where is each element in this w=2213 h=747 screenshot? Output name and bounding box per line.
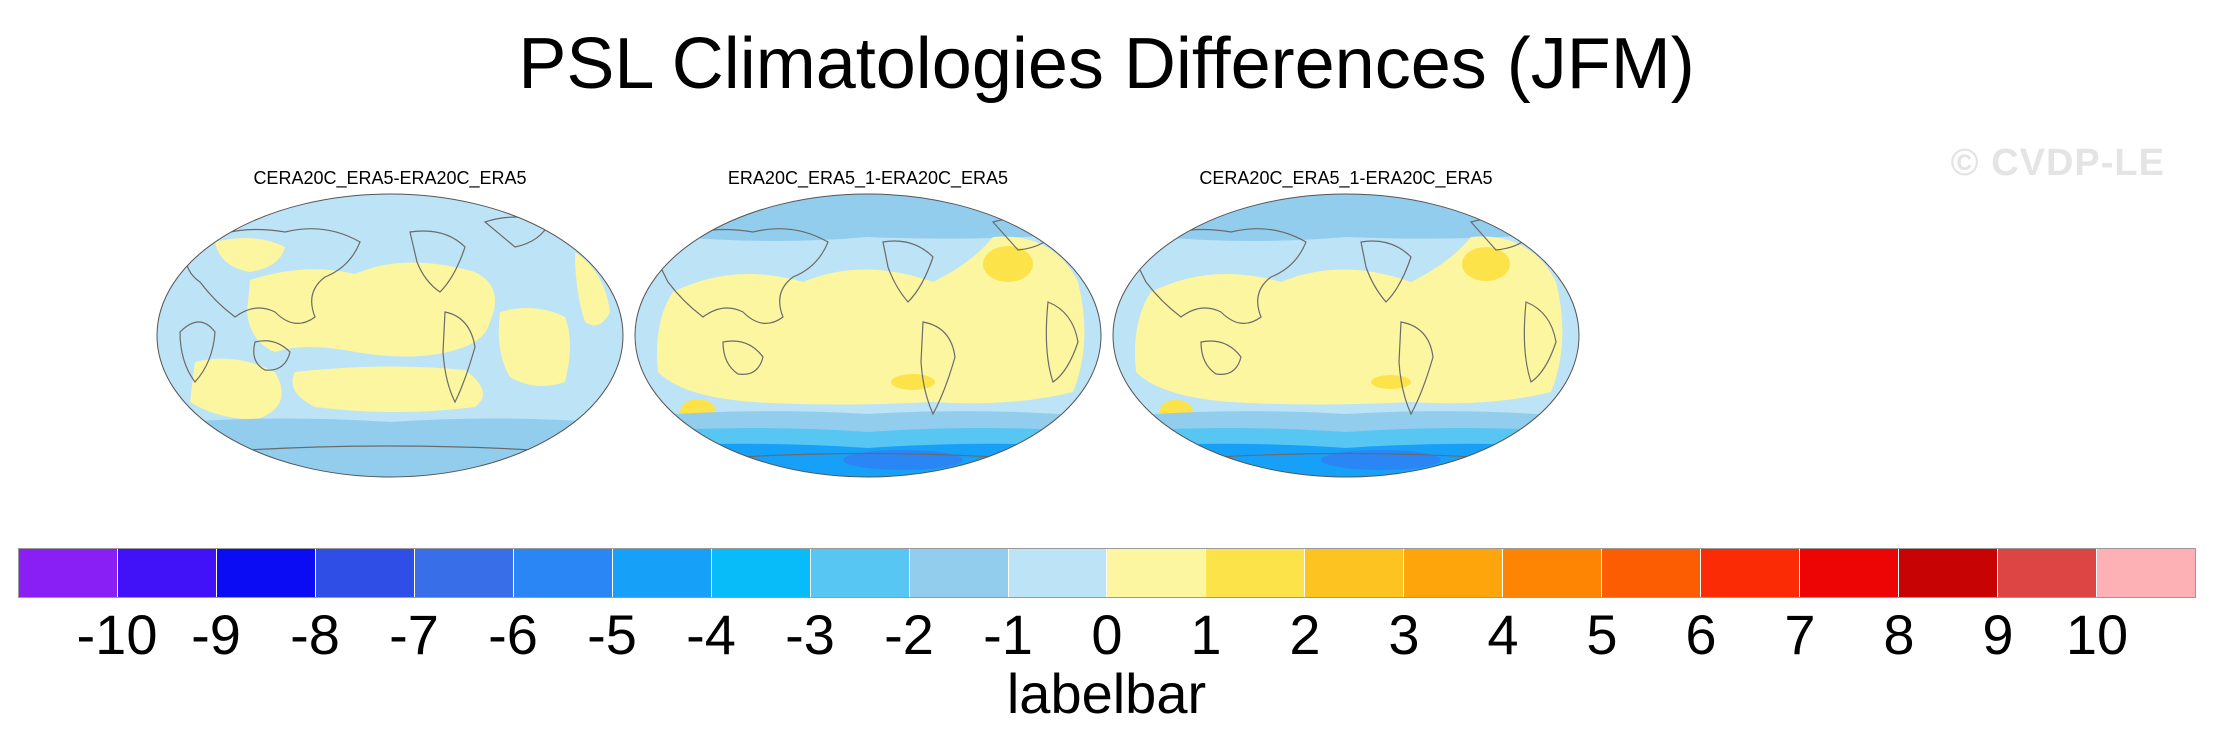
colorbar-tick-label: -8 — [290, 603, 340, 666]
colorbar-box — [315, 549, 415, 597]
arctic-band — [1113, 194, 1579, 241]
colorbar-box — [1800, 549, 1900, 597]
colorbar-box — [1701, 549, 1801, 597]
southern-ocean-band — [157, 418, 623, 477]
southern-band-min — [843, 450, 963, 470]
colorbar-box — [19, 549, 118, 597]
colorbar-box — [909, 549, 1009, 597]
positive-anomaly-asia — [215, 238, 285, 272]
positive-anomaly-atlantic-max — [983, 246, 1033, 282]
colorbar-box — [1602, 549, 1702, 597]
colorbar-tick-label: 5 — [1586, 603, 1618, 666]
colorbar-tick-label: -4 — [686, 603, 736, 666]
colorbar-tick-label: 10 — [2065, 603, 2129, 666]
panel-1-map-svg — [156, 193, 624, 478]
colorbar-box — [1107, 549, 1207, 597]
colorbar-tick-label: 3 — [1388, 603, 1420, 666]
colorbar-tick-label: -2 — [884, 603, 934, 666]
colorbar-box — [612, 549, 712, 597]
positive-anomaly-south-atlantic — [1371, 375, 1411, 389]
positive-anomaly-main — [657, 236, 1085, 405]
positive-anomaly-pacific — [247, 262, 495, 357]
positive-anomaly-indian — [190, 358, 282, 420]
coastlines — [179, 216, 566, 453]
watermark-text: © CVDP-LE — [1950, 142, 2165, 184]
colorbar-box — [1305, 549, 1405, 597]
positive-anomaly-atlantic — [498, 308, 570, 386]
positive-anomaly-atlantic-max — [1462, 247, 1510, 281]
panel-3-map — [1111, 192, 1581, 479]
colorbar-tick-label: 1 — [1190, 603, 1222, 666]
southern-band-min — [1321, 450, 1441, 470]
colorbar-box — [1503, 549, 1603, 597]
colorbar-box — [711, 549, 811, 597]
labelbar-colorbar — [18, 548, 2196, 598]
colorbar-tick-label: 7 — [1784, 603, 1816, 666]
colorbar-box — [1998, 549, 2098, 597]
colorbar-tick-label: -9 — [191, 603, 241, 666]
colorbar-tick-label: -6 — [488, 603, 538, 666]
figure-title: PSL Climatologies Differences (JFM) — [518, 24, 1695, 104]
colorbar-tick-label: -10 — [76, 603, 158, 666]
panel-2-map — [633, 192, 1103, 479]
colorbar-tick-label: -7 — [389, 603, 439, 666]
colorbar-tick-label: 0 — [1091, 603, 1123, 666]
map-border — [634, 193, 1102, 478]
colorbar-box — [513, 549, 613, 597]
arctic-band — [635, 194, 1101, 241]
colorbar-box — [1008, 549, 1108, 597]
panel-3-map-svg — [1112, 193, 1580, 478]
positive-anomaly-main — [1135, 236, 1563, 405]
labelbar-label: labelbar — [1006, 662, 1207, 725]
positive-anomaly-south-atlantic — [891, 374, 935, 390]
positive-anomaly-east — [575, 252, 610, 326]
colorbar-tick-label: 6 — [1685, 603, 1717, 666]
panel-2-title: ERA20C_ERA5_1-ERA20C_ERA5 — [727, 168, 1009, 188]
panel-1-map — [155, 192, 625, 479]
panel-2-map-svg — [634, 193, 1102, 478]
colorbar-box — [1404, 549, 1504, 597]
map-border — [156, 193, 624, 478]
colorbar-box — [2097, 549, 2195, 597]
map-border — [1112, 193, 1580, 478]
colorbar-tick-label: 8 — [1883, 603, 1915, 666]
colorbar-tick-label: -5 — [587, 603, 637, 666]
colorbar-box — [1206, 549, 1306, 597]
colorbar-box — [216, 549, 316, 597]
colorbar-tick-label: 2 — [1289, 603, 1321, 666]
panel-1-title: CERA20C_ERA5-ERA20C_ERA5 — [253, 168, 527, 188]
colorbar-tick-label: -3 — [785, 603, 835, 666]
colorbar-box — [1899, 549, 1999, 597]
colorbar-box — [117, 549, 217, 597]
colorbar-box — [414, 549, 514, 597]
colorbar-tick-label: 9 — [1982, 603, 2014, 666]
panel-3-title: CERA20C_ERA5_1-ERA20C_ERA5 — [1199, 168, 1493, 188]
colorbar-box — [810, 549, 910, 597]
colorbar-tick-label: -1 — [983, 603, 1033, 666]
colorbar-tick-label: 4 — [1487, 603, 1519, 666]
positive-anomaly-south-pacific — [292, 366, 483, 412]
